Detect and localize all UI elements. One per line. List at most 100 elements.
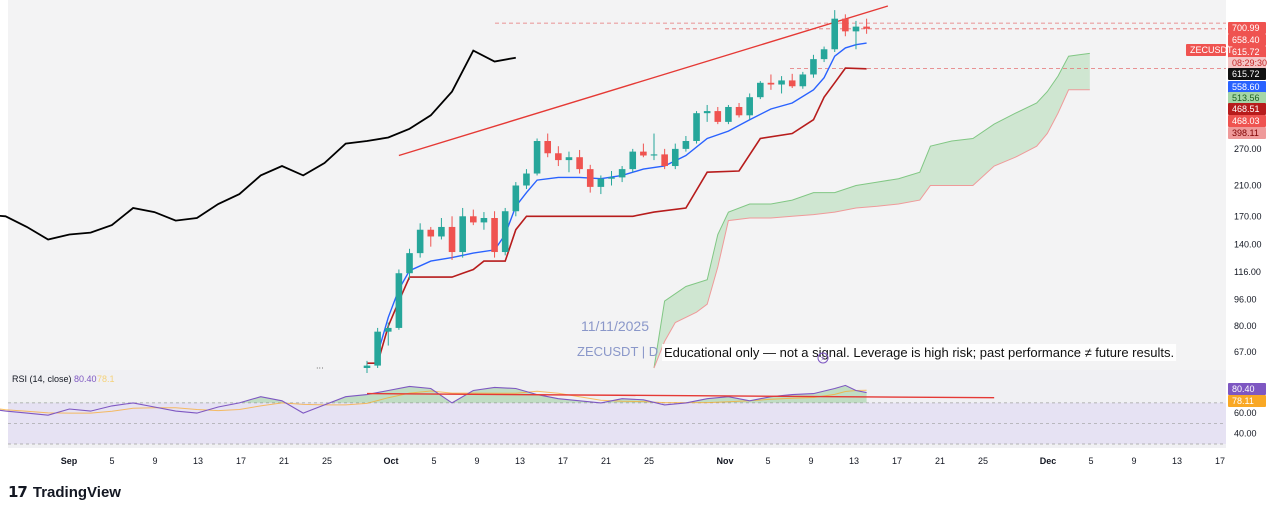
- candle-body: [374, 331, 381, 366]
- x-tick-label: 25: [978, 456, 988, 466]
- price-tag-supertrend-bg: [1228, 103, 1266, 115]
- price-tag-last-bg: [1228, 46, 1266, 58]
- price-tag-level3-bg: [1228, 92, 1266, 104]
- x-tick-label: 5: [1088, 456, 1093, 466]
- rsi-y-tick-label: 60.00: [1234, 408, 1257, 418]
- x-tick-label: 17: [892, 456, 902, 466]
- x-tick-label: 17: [236, 456, 246, 466]
- y-tick-label: 116.00: [1234, 267, 1261, 277]
- x-tick-label: 17: [558, 456, 568, 466]
- candle-body: [693, 113, 700, 142]
- candle-body: [629, 151, 637, 170]
- candle-body: [459, 216, 466, 253]
- rsi-tag-value: 80.40: [1232, 384, 1255, 394]
- candle-body: [491, 218, 498, 253]
- price-tag-supertrend: 468.51: [1232, 104, 1260, 114]
- main-pane-bg: [8, 0, 1226, 370]
- cloud-upper-line: [653, 52, 1090, 369]
- rsi-tag-ma-bg: [1228, 395, 1266, 407]
- candle-body: [746, 97, 753, 116]
- cloud-lower-line: [653, 89, 1090, 369]
- rsi-y-tick-label: 40.00: [1234, 429, 1257, 439]
- candle-body: [597, 178, 605, 187]
- trendline-rsi: [366, 392, 995, 399]
- supertrend-line: [367, 67, 867, 364]
- candle-body: [650, 154, 658, 156]
- price-tag-basis: 558.60: [1232, 82, 1260, 92]
- candle-body: [863, 26, 870, 29]
- x-tick-label: 25: [322, 456, 332, 466]
- x-tick-label: 13: [1172, 456, 1182, 466]
- x-tick-label: 9: [474, 456, 479, 466]
- candle-body: [842, 18, 849, 32]
- rsi-line: [0, 384, 867, 416]
- rsi-ma-label-short: 78.1: [97, 374, 115, 384]
- footer: 17 TradingView: [8, 482, 121, 502]
- candle-body: [512, 185, 520, 212]
- x-tick-label: 5: [765, 456, 770, 466]
- candle-body: [618, 169, 626, 178]
- candle-body: [661, 154, 668, 167]
- candle-body: [565, 157, 573, 161]
- candle-body: [480, 218, 488, 223]
- time-axis-bg: [0, 448, 1280, 470]
- rsi-name-label: RSI (14, close): [12, 374, 72, 384]
- price-tag-level5-bg: [1228, 127, 1266, 139]
- candle-body: [448, 226, 456, 253]
- price-tag-countdown-bg: [1228, 57, 1266, 69]
- x-tick-label: 25: [644, 456, 654, 466]
- y-tick-label: 270.00: [1234, 144, 1262, 154]
- lightning-glyph: ⚡: [820, 354, 826, 363]
- symbol-tag-bg: [1186, 44, 1226, 56]
- price-tag-level2-bg: [1228, 34, 1266, 46]
- y-tick-label: 80.00: [1234, 321, 1257, 331]
- price-tag-level5: 398.11: [1232, 128, 1259, 138]
- x-tick-label: 13: [193, 456, 203, 466]
- candle-body: [384, 327, 392, 332]
- overlay-line-black: [0, 49, 516, 241]
- candle-body: [714, 111, 722, 122]
- brand-name[interactable]: TradingView: [32, 483, 121, 501]
- candle-body: [788, 80, 796, 87]
- candle-body: [470, 216, 477, 223]
- candle-body: [703, 111, 711, 114]
- chart-canvas[interactable]: ··· 11/11/2025 ZECUSDT | D Educational only…: [0, 0, 1280, 470]
- price-tag-level3: 513.56: [1232, 93, 1260, 103]
- price-tag-close-bg: [1228, 68, 1266, 80]
- y-tick-label: 96.00: [1234, 295, 1257, 305]
- candle-body: [586, 169, 594, 187]
- candle-body: [363, 365, 371, 368]
- y-tick-label: 140.00: [1234, 240, 1262, 250]
- candle-body: [523, 173, 530, 186]
- trendline-upper: [398, 5, 889, 157]
- price-tag-close: 615.72: [1232, 69, 1260, 79]
- candle-body: [555, 153, 562, 161]
- candle-body: [799, 74, 807, 87]
- candle-body: [757, 82, 764, 98]
- price-tag-level2: 658.40: [1232, 35, 1260, 45]
- x-tick-label: 9: [152, 456, 157, 466]
- cloud-fill: [654, 53, 1090, 369]
- symbol-tag: ZECUSDT: [1190, 45, 1233, 55]
- candle-body: [416, 229, 424, 254]
- candle-body: [820, 49, 828, 60]
- candle-body: [501, 211, 509, 253]
- tradingview-logo-icon[interactable]: 17: [8, 483, 28, 501]
- candle-body: [682, 141, 690, 149]
- price-tag-high: 700.99: [1232, 23, 1260, 33]
- y-tick-label: 210.00: [1234, 180, 1262, 190]
- y-tick-label: 67.00: [1234, 347, 1257, 357]
- x-tick-label: Sep: [61, 456, 78, 466]
- start-marker-dots: ···: [316, 364, 324, 373]
- overlay-symbol: ZECUSDT | D: [577, 344, 658, 359]
- overlay-disclaimer: Educational only — not a signal. Leverag…: [664, 345, 1174, 360]
- x-tick-label: 5: [109, 456, 114, 466]
- candle-body: [767, 82, 775, 85]
- x-tick-label: 9: [808, 456, 813, 466]
- price-tag-level4-bg: [1228, 115, 1266, 127]
- x-tick-label: 9: [1131, 456, 1136, 466]
- x-tick-label: Oct: [383, 456, 398, 466]
- candle-body: [725, 106, 732, 122]
- candle-body: [810, 59, 817, 75]
